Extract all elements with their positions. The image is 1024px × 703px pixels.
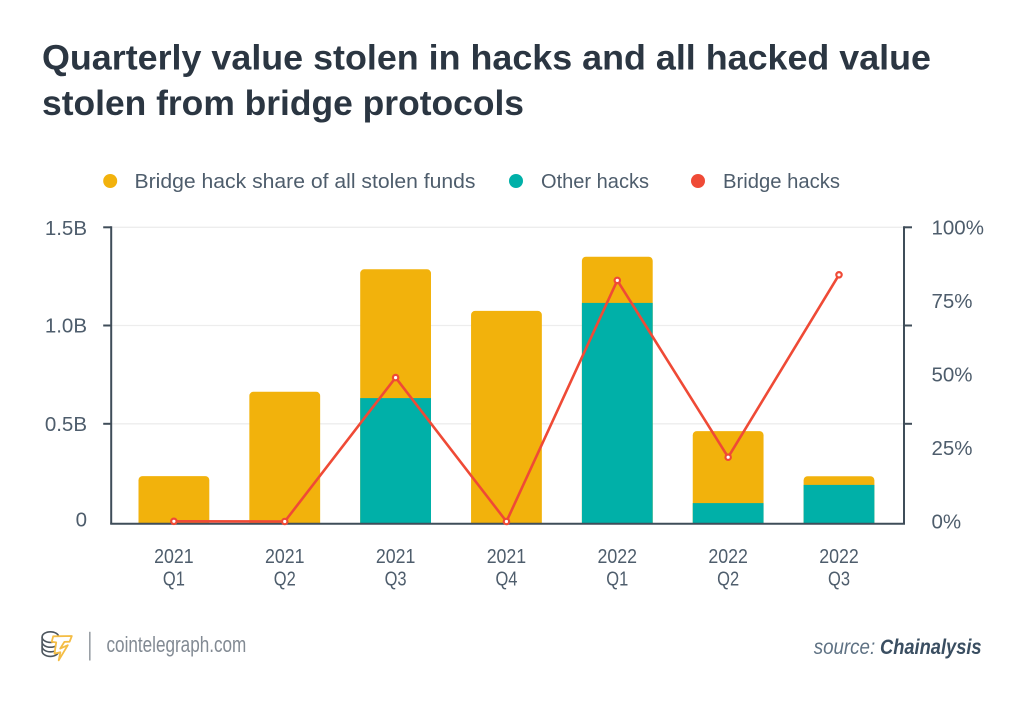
svg-text:1.0B: 1.0B [45,315,87,338]
svg-text:Chainalysis: Chainalysis [880,635,982,659]
svg-text:1.5B: 1.5B [45,217,87,240]
svg-text:75%: 75% [932,290,973,313]
svg-text:0%: 0% [932,510,962,533]
svg-text:2021: 2021 [265,546,305,568]
svg-text:Q3: Q3 [385,569,407,591]
svg-text:2022: 2022 [708,546,748,568]
svg-text:stolen from bridge protocols: stolen from bridge protocols [42,83,524,123]
svg-text:0.5B: 0.5B [45,413,87,436]
svg-text:Q4: Q4 [495,569,517,591]
svg-text:Q1: Q1 [606,569,628,591]
svg-text:0: 0 [76,509,87,532]
svg-text:Q2: Q2 [274,569,296,591]
svg-text:Q1: Q1 [163,569,185,591]
svg-text:2021: 2021 [487,546,527,568]
svg-text:2021: 2021 [154,546,194,568]
svg-text:100%: 100% [932,216,984,239]
svg-text:source:: source: [814,635,876,659]
svg-text:2022: 2022 [819,546,859,568]
svg-text:cointelegraph.com: cointelegraph.com [107,632,247,657]
svg-text:Q3: Q3 [828,569,850,591]
svg-text:2022: 2022 [598,546,638,568]
svg-text:Q2: Q2 [717,569,739,591]
svg-text:Other hacks: Other hacks [541,171,649,193]
svg-text:50%: 50% [932,363,973,386]
svg-text:Bridge hacks: Bridge hacks [723,171,840,193]
svg-text:2021: 2021 [376,546,416,568]
svg-text:Bridge hack share of all stole: Bridge hack share of all stolen funds [135,171,476,193]
svg-text:25%: 25% [932,437,973,460]
svg-text:Quarterly value stolen in hack: Quarterly value stolen in hacks and all … [42,37,931,77]
